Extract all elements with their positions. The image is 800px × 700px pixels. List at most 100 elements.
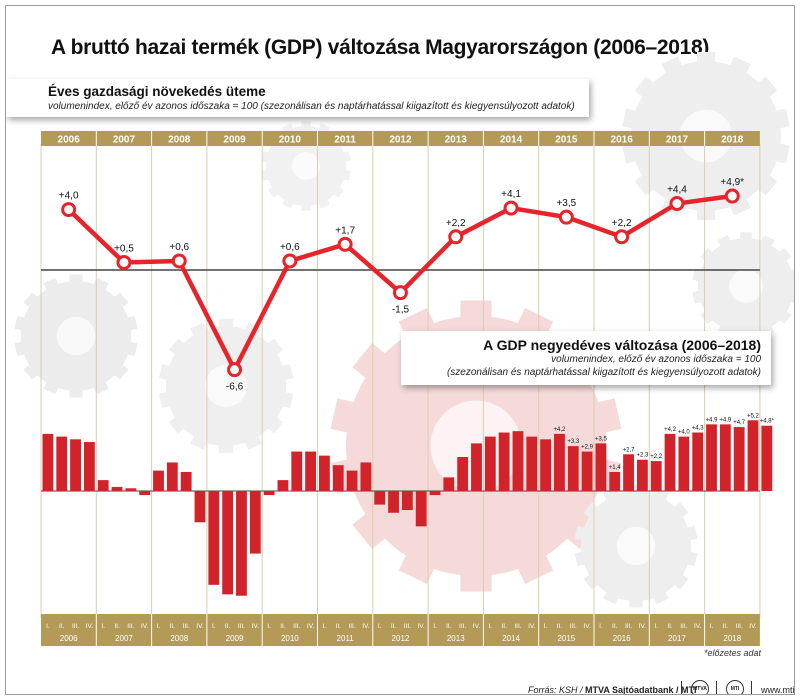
annual-growth-point bbox=[337, 236, 353, 252]
annual-growth-label: +4,0 bbox=[59, 191, 79, 202]
year-label: 2011 bbox=[334, 135, 356, 146]
quarter-label: IV. bbox=[252, 623, 260, 630]
quarterly-bar-label: +2,7 bbox=[623, 447, 636, 453]
quarter-label: II. bbox=[391, 623, 397, 630]
year-label: 2009 bbox=[226, 634, 244, 643]
quarterly-bar bbox=[139, 491, 151, 496]
annual-growth-label: +4,4 bbox=[667, 185, 687, 196]
quarter-label: II. bbox=[59, 623, 65, 630]
quarterly-bar bbox=[388, 491, 399, 513]
year-label: 2017 bbox=[668, 634, 686, 643]
quarterly-panel-subtitle-2: (szezonálisan és naptárhatással kiigazít… bbox=[446, 367, 761, 378]
annual-growth-line: +4,0 +0,5 +0,6 -6,6 +0,6 +1,7 -1,5 +2,2 +4,1 +3,5… bbox=[59, 177, 744, 393]
mtva-logo: MTVA bbox=[691, 680, 709, 694]
quarterly-bar-label: +4,9 bbox=[719, 417, 732, 423]
annual-growth-label: +2,2 bbox=[612, 218, 632, 229]
year-label: 2013 bbox=[447, 634, 465, 643]
quarterly-bar-label: +3,5 bbox=[595, 436, 608, 442]
quarterly-bar bbox=[581, 451, 593, 491]
quarterly-bar bbox=[42, 433, 54, 491]
quarterly-bar bbox=[512, 431, 524, 491]
quarterly-bar bbox=[484, 436, 496, 491]
quarterly-bar bbox=[319, 455, 330, 491]
quarterly-bar bbox=[360, 462, 372, 491]
year-label: 2007 bbox=[113, 135, 136, 146]
quarter-label: II. bbox=[170, 623, 176, 630]
year-label: 2016 bbox=[611, 135, 634, 146]
quarter-label: III. bbox=[293, 623, 300, 630]
year-label: 2006 bbox=[60, 634, 78, 643]
quarterly-bar bbox=[249, 491, 261, 554]
year-label: 2008 bbox=[170, 634, 188, 643]
quarter-label: IV. bbox=[86, 623, 94, 630]
source-agency: MTVA Sajtóadatbank / MTI bbox=[585, 685, 697, 695]
quarter-label: II. bbox=[723, 623, 729, 630]
quarter-label: I. bbox=[710, 623, 714, 630]
quarter-label: III. bbox=[72, 623, 79, 630]
annual-panel-title: Éves gazdasági növekedés üteme bbox=[48, 84, 266, 99]
quarter-label: II. bbox=[225, 623, 231, 630]
quarter-label: I. bbox=[46, 623, 50, 630]
quarterly-bar bbox=[194, 491, 206, 523]
quarterly-bar-label: +4,0 bbox=[678, 430, 691, 436]
gear-decoration bbox=[692, 232, 794, 340]
quarter-label: III. bbox=[736, 623, 743, 630]
quarterly-bar bbox=[374, 491, 386, 505]
quarterly-bar bbox=[166, 462, 178, 491]
quarter-label: II. bbox=[501, 623, 507, 630]
quarterly-bar-label: +4,7 bbox=[733, 420, 746, 426]
annual-growth-point bbox=[171, 253, 187, 269]
quarterly-bar bbox=[83, 442, 95, 491]
quarterly-bar-label: +4,9 bbox=[706, 417, 719, 423]
website-link[interactable]: www.mti.hu bbox=[761, 685, 795, 695]
gear-decoration bbox=[158, 318, 294, 454]
quarter-label: IV. bbox=[583, 623, 591, 630]
quarter-label: I. bbox=[212, 623, 216, 630]
quarterly-bar bbox=[70, 439, 81, 491]
quarter-label: I. bbox=[599, 623, 603, 630]
quarterly-bar bbox=[747, 420, 759, 491]
quarterly-bar-label: +1,4 bbox=[609, 465, 622, 471]
gdp-chart: 2006 2007 2008 2009 2010 2011 2012 2013 2014 2015… bbox=[14, 52, 794, 646]
quarter-label: IV. bbox=[639, 623, 647, 630]
quarterly-panel-header: A GDP negyedéves változása (2006–2018) v… bbox=[401, 331, 771, 385]
gear-decoration bbox=[574, 484, 698, 608]
quarterly-panel-title: A GDP negyedéves változása (2006–2018) bbox=[483, 337, 761, 353]
quarterly-bar bbox=[595, 443, 607, 491]
quarter-label: IV. bbox=[418, 623, 426, 630]
year-label: 2016 bbox=[613, 634, 631, 643]
quarterly-bar bbox=[56, 436, 68, 491]
infographic-frame: A bruttó hazai termék (GDP) változása Ma… bbox=[5, 5, 795, 695]
year-header-band: 2006 2007 2008 2009 2010 2011 2012 2013 2014 2015… bbox=[41, 131, 760, 146]
year-footer-band: I. II. III. IV. 2006 I. II. III. IV. 2007 I. II. III… bbox=[41, 614, 760, 646]
annual-growth-label: +3,5 bbox=[556, 198, 576, 209]
footer-divider bbox=[716, 681, 717, 694]
quarterly-bar bbox=[180, 471, 192, 491]
year-label: 2014 bbox=[502, 634, 520, 643]
quarter-label: III. bbox=[680, 623, 687, 630]
quarterly-bar bbox=[277, 480, 289, 491]
quarter-label: II. bbox=[446, 623, 452, 630]
annual-growth-label: +4,1 bbox=[501, 189, 521, 200]
footer: Forrás: KSH / MTVA Sajtóadatbank / MTI M… bbox=[506, 679, 794, 695]
annual-growth-label: +2,2 bbox=[446, 218, 466, 229]
quarterly-bar-label: +4,2 bbox=[554, 427, 567, 433]
quarterly-bar-label: +4,3 bbox=[692, 426, 705, 432]
footer-divider bbox=[681, 681, 682, 694]
annual-growth-point bbox=[227, 362, 243, 378]
quarterly-bar bbox=[761, 425, 773, 491]
source-credit: Forrás: KSH / MTVA Sajtóadatbank / MTI bbox=[528, 685, 697, 695]
year-label: 2006 bbox=[58, 135, 81, 146]
quarterly-bar bbox=[125, 488, 137, 491]
annual-growth-label: +4,9* bbox=[720, 177, 744, 188]
quarterly-bar bbox=[567, 446, 579, 491]
quarter-label: I. bbox=[544, 623, 548, 630]
quarterly-bar bbox=[97, 480, 109, 491]
quarter-label: IV. bbox=[749, 623, 757, 630]
quarterly-bar bbox=[208, 491, 220, 585]
year-label: 2012 bbox=[392, 634, 410, 643]
annual-growth-point bbox=[724, 188, 740, 204]
quarterly-bar bbox=[443, 477, 455, 491]
quarter-label: III. bbox=[127, 623, 134, 630]
quarter-label: IV. bbox=[362, 623, 370, 630]
